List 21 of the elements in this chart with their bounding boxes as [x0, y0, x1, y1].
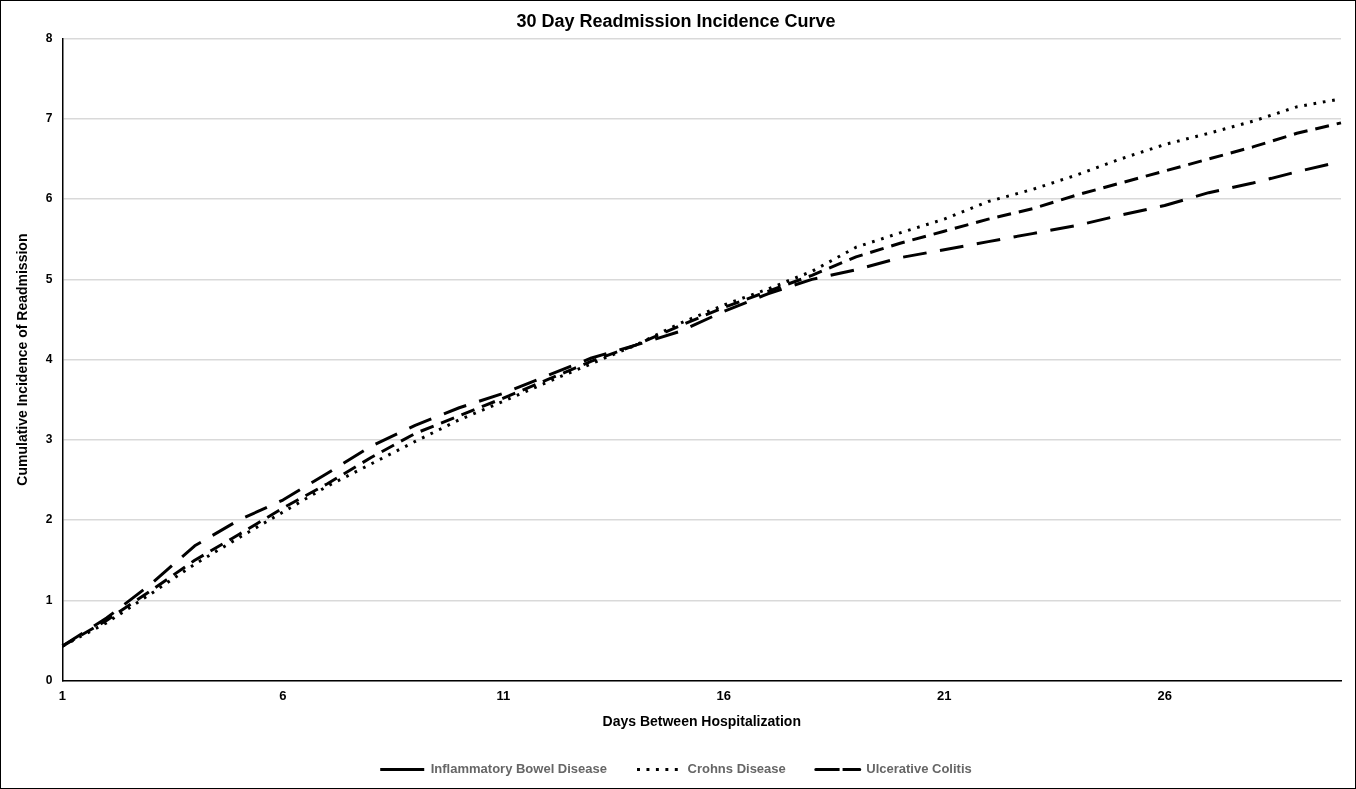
y-tick-label: 7 — [45, 111, 53, 126]
legend-label: Inflammatory Bowel Disease — [430, 761, 608, 777]
x-tick-label: 26 — [1157, 687, 1172, 703]
y-tick-label: 2 — [45, 512, 53, 527]
y-tick-label: 4 — [45, 351, 53, 366]
legend-label: Crohns Disease — [687, 761, 786, 777]
x-tick-label: 16 — [716, 687, 732, 703]
legend-label: Ulcerative Colitis — [866, 761, 972, 777]
y-tick-label: 1 — [45, 592, 53, 607]
y-tick-label: 5 — [45, 271, 53, 286]
chart-title: 30 Day Readmission Incidence Curve — [516, 10, 836, 31]
y-tick-label: 3 — [45, 432, 53, 447]
y-tick-label: 0 — [45, 672, 53, 687]
y-tick-label: 6 — [45, 191, 53, 206]
x-tick-label: 21 — [936, 687, 952, 703]
y-tick-label: 8 — [45, 30, 53, 45]
x-tick-label: 11 — [496, 687, 511, 703]
x-tick-label: 1 — [58, 687, 67, 703]
y-axis-title: Cumulative Incidence of Readmission — [14, 233, 31, 486]
x-axis-title: Days Between Hospitalization — [602, 713, 801, 730]
x-tick-label: 6 — [279, 687, 287, 703]
